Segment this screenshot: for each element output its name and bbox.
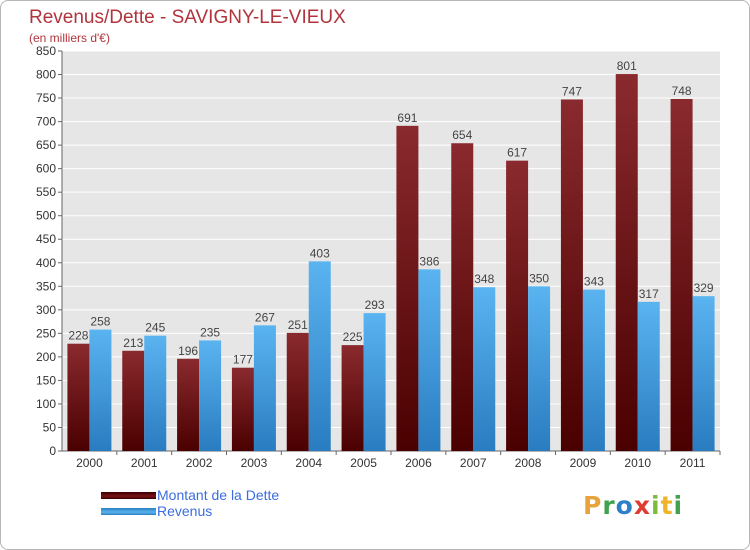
x-tick-label: 2009 [570,456,597,470]
legend: Montant de la Dette Revenus [101,487,279,519]
data-label-dette: 177 [233,353,253,367]
y-tick-label: 700 [36,115,56,129]
bar-dette [286,332,309,451]
y-tick-label: 500 [36,209,56,223]
y-tick-label: 200 [36,350,56,364]
data-label-revenus: 267 [255,310,275,324]
y-tick-label: 750 [36,91,56,105]
logo-letter: o [615,491,634,520]
x-tick-label: 2002 [186,456,213,470]
y-tick-label: 100 [36,397,56,411]
y-tick-label: 800 [36,68,56,82]
data-label-dette: 747 [562,84,582,98]
bar-revenus [582,289,605,451]
legend-label-revenus: Revenus [157,503,213,519]
legend-swatch-dette [101,491,156,499]
data-label-dette: 225 [343,330,363,344]
x-tick-label: 2003 [241,456,268,470]
data-label-revenus: 258 [90,315,110,329]
data-label-dette: 251 [288,318,308,332]
data-label-dette: 617 [507,146,527,160]
data-label-dette: 691 [397,111,417,125]
bar-revenus [89,329,112,451]
x-tick-label: 2008 [515,456,542,470]
bar-revenus [473,287,496,451]
bar-revenus [199,340,222,451]
chart-subtitle: (en milliers d'€) [29,31,110,45]
bar-dette [341,345,364,451]
data-label-revenus: 343 [584,275,604,289]
x-tick-label: 2001 [131,456,158,470]
bar-revenus [692,296,715,451]
bar-dette [506,160,529,451]
legend-swatch-revenus [101,507,156,515]
y-tick-label: 600 [36,162,56,176]
x-tick-label: 2004 [295,456,322,470]
data-label-revenus: 386 [419,254,439,268]
data-label-revenus: 350 [529,271,549,285]
y-tick-label: 400 [36,256,56,270]
bar-revenus [253,325,276,451]
bar-dette [615,74,638,451]
logo-letter: t [660,491,674,520]
y-tick-label: 50 [43,420,57,434]
bar-revenus [363,313,386,451]
bar-revenus [528,286,551,451]
data-label-dette: 213 [123,336,143,350]
y-tick-label: 150 [36,373,56,387]
data-label-dette: 228 [68,329,88,343]
data-label-revenus: 235 [200,325,220,339]
y-tick-label: 250 [36,326,56,340]
data-label-revenus: 329 [694,281,714,295]
bar-dette [231,367,254,451]
plot-area [62,51,720,451]
bar-revenus [637,301,660,451]
logo-letter: i [673,491,684,520]
legend-label-dette: Montant de la Dette [157,487,280,503]
data-label-revenus: 348 [474,272,494,286]
y-tick-label: 550 [36,185,56,199]
data-label-revenus: 403 [310,246,330,260]
y-tick-label: 0 [49,444,56,458]
data-label-dette: 748 [672,84,692,98]
bar-dette [451,143,474,451]
x-tick-label: 2005 [350,456,377,470]
data-label-revenus: 317 [639,287,659,301]
logo-letter: x [633,491,651,520]
x-tick-label: 2006 [405,456,432,470]
bar-dette [670,99,693,451]
x-tick-label: 2010 [624,456,651,470]
logo-letter: r [602,491,616,520]
bar-dette [396,125,419,451]
bar-dette [560,99,583,452]
bar-dette [122,350,145,451]
bar-revenus [418,269,441,451]
bar-revenus [308,261,331,451]
y-tick-label: 850 [36,44,56,58]
x-tick-label: 2007 [460,456,487,470]
chart-title: Revenus/Dette - SAVIGNY-LE-VIEUX [29,7,346,28]
bar-dette [177,358,200,451]
proxiti-logo: Proxiti [583,491,683,520]
y-tick-label: 300 [36,303,56,317]
y-tick-label: 650 [36,138,56,152]
data-label-dette: 801 [617,59,637,73]
legend-item-dette: Montant de la Dette [101,487,279,503]
data-label-revenus: 293 [365,298,385,312]
y-tick-label: 350 [36,279,56,293]
data-label-dette: 654 [452,128,472,142]
data-label-dette: 196 [178,344,198,358]
bar-dette [67,343,90,451]
y-tick-label: 450 [36,232,56,246]
x-tick-label: 2000 [76,456,103,470]
bar-revenus [144,335,167,451]
x-tick-label: 2011 [680,456,706,470]
logo-letter: P [583,491,603,520]
data-label-revenus: 245 [145,321,165,335]
logo-letter: i [651,491,661,520]
legend-item-revenus: Revenus [101,503,279,519]
